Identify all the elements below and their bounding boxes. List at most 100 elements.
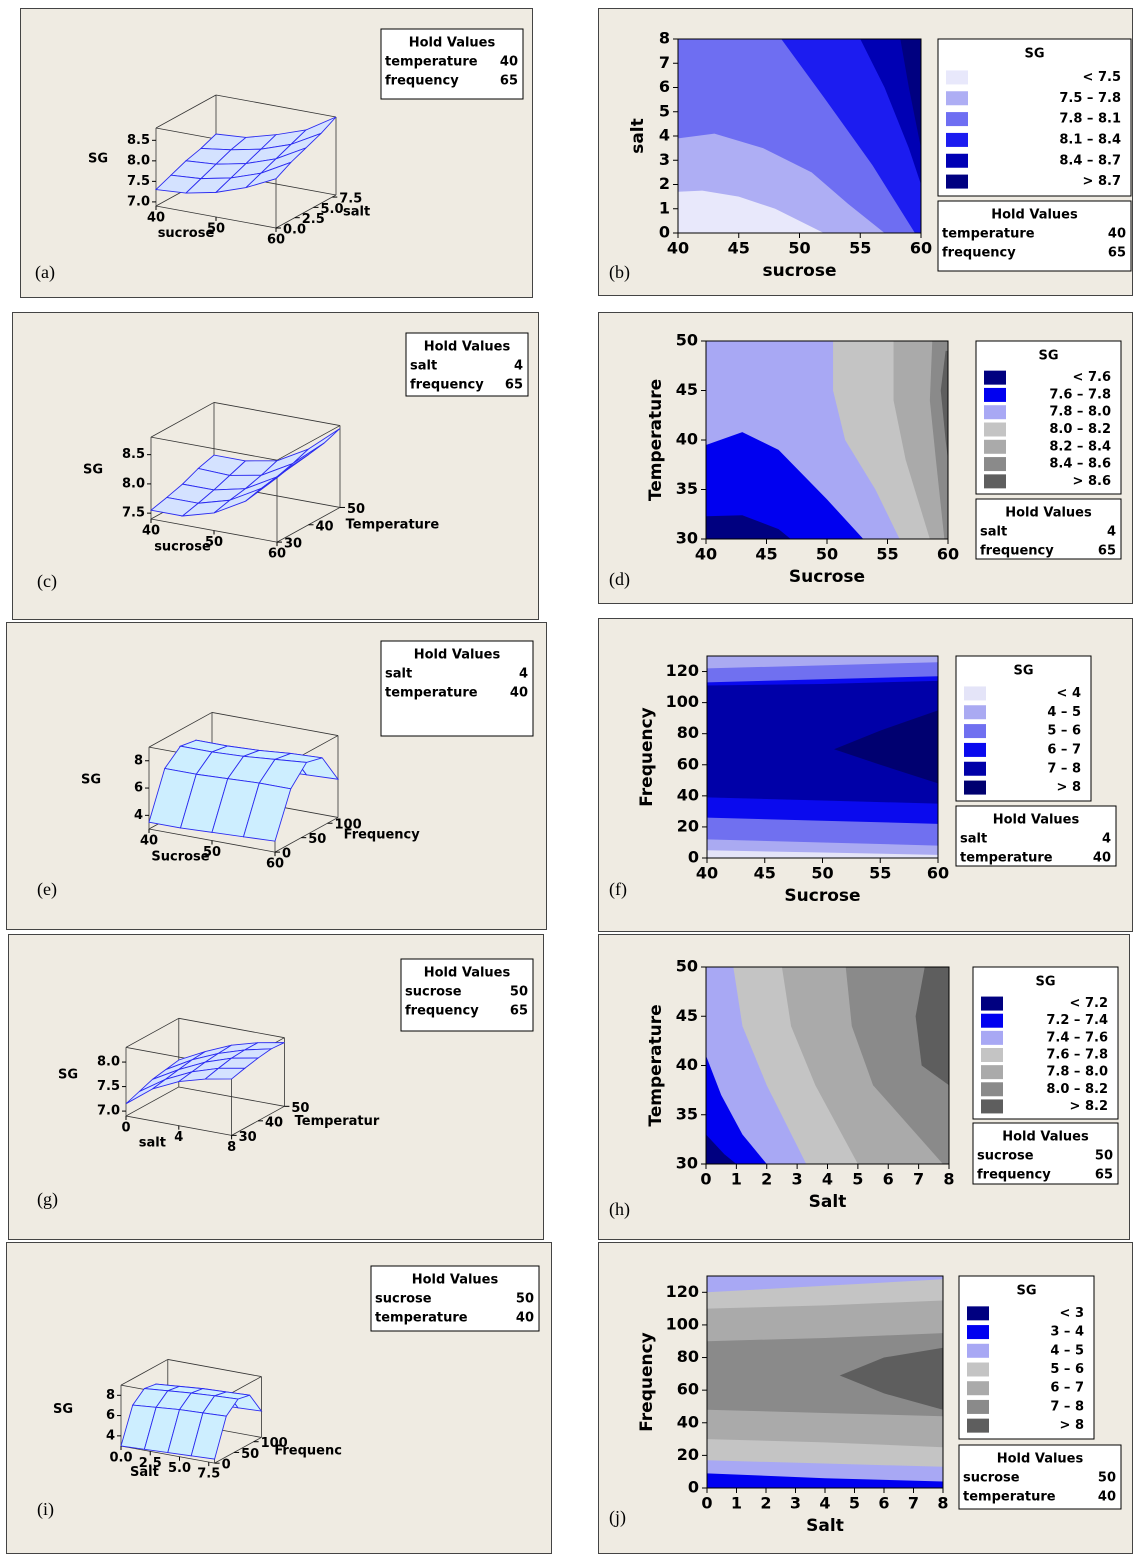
legend-label: 7.2 – 7.4 — [1046, 1013, 1108, 1028]
x-tick-label: 45 — [728, 239, 750, 258]
contour-band — [707, 1333, 943, 1417]
surface-cell — [245, 161, 292, 189]
y-tick-label: 80 — [677, 1347, 699, 1366]
y-tick-label: 2 — [659, 174, 670, 193]
hold-title: Hold Values — [997, 1452, 1084, 1467]
panel-label: (e) — [37, 879, 57, 900]
legend-swatch — [967, 1343, 989, 1358]
hold-box — [405, 332, 529, 397]
x-axis-label: sucrose — [762, 261, 836, 281]
x-tick-label: 3 — [792, 1170, 803, 1189]
x-tick-label: 4 — [819, 1494, 830, 1513]
hold-value: 40 — [510, 686, 528, 701]
y-tick-label: 40 — [677, 1412, 699, 1431]
hold-title: Hold Values — [1002, 1130, 1089, 1145]
box-edge — [275, 194, 337, 229]
z-axis-label: SG — [88, 152, 108, 167]
hold-name: temperature — [963, 1490, 1056, 1505]
x-tick-label: 7 — [908, 1494, 919, 1513]
hold-value: 65 — [505, 378, 523, 393]
panel-svg: (h)0 1 2 3 4 5 6 7 83035404550SaltTemperatureSG<… — [609, 957, 1119, 1220]
legend-label: 8.4 – 8.7 — [1059, 153, 1121, 168]
z-axis-label: SG — [81, 772, 101, 787]
legend-swatch — [981, 1013, 1003, 1028]
x-axis-label: salt — [139, 1135, 166, 1150]
hold-name: salt — [410, 359, 437, 374]
y-tick-label: 1 — [659, 198, 670, 217]
y-tick-label: 0 — [659, 223, 670, 242]
legend-swatch — [984, 439, 1006, 454]
z-tick-label: 7.5 — [97, 1079, 120, 1094]
legend-label: < 7.5 — [1083, 70, 1121, 85]
contour-band — [834, 710, 938, 784]
x-tick-label: 4 — [822, 1170, 833, 1189]
legend-swatch — [964, 686, 986, 701]
legend-swatch — [946, 153, 968, 168]
y-tick-label: 80 — [677, 723, 699, 742]
y-tick-label: 45 — [676, 380, 698, 399]
panel: (g) 7.0 7.5 8.0 0 4 8 30 40 50 SG salt Temperatur Hol… — [8, 934, 544, 1240]
hold-value: 65 — [1098, 544, 1116, 559]
y-axis-label: Frequency — [344, 828, 421, 843]
x-tick-label: 0 — [701, 1494, 712, 1513]
legend-label: > 8.7 — [1083, 174, 1121, 189]
hold-name: frequency — [942, 246, 1016, 261]
hold-title: Hold Values — [1005, 506, 1092, 521]
z-tick-label: 7.5 — [122, 506, 145, 521]
hold-title: Hold Values — [412, 1273, 499, 1288]
y-axis-label: Temperature — [646, 379, 666, 501]
legend-swatch — [964, 780, 986, 795]
contour-fills — [678, 39, 921, 233]
x-tick-label: 50 — [811, 864, 833, 883]
panel: (c) 7.5 8.0 8.5 40 50 60 30 40 50 SG sucrose Tempera… — [12, 312, 539, 620]
x-tick-label: 1 — [731, 1494, 742, 1513]
hold-value: 4 — [1102, 832, 1111, 847]
x-tick-label: 7.5 — [197, 1467, 220, 1482]
y-tick-label: 0 — [688, 848, 699, 867]
y-tick-label: 35 — [676, 479, 698, 498]
box-edge — [215, 94, 337, 118]
hold-name: frequency — [385, 74, 459, 89]
hold-value: 65 — [1108, 246, 1126, 261]
hold-value: 65 — [510, 1004, 528, 1019]
panel: (j) 0 1 2 3 4 5 6 7 8 0 20 40 60 80 100 120 Salt Frequency… — [598, 1242, 1133, 1554]
x-tick-label: 55 — [876, 545, 898, 564]
hold-value: 65 — [1095, 1168, 1113, 1183]
hold-value: 40 — [1108, 227, 1126, 242]
x-axis-label: Salt — [809, 1192, 847, 1212]
hold-name: temperature — [385, 686, 478, 701]
x-axis-label: sucrose — [158, 226, 215, 241]
legend-swatch — [984, 370, 1006, 385]
x-tick-label: 8 — [937, 1494, 948, 1513]
contour-band — [839, 1347, 943, 1410]
box-edge — [125, 1086, 179, 1117]
box-edge — [213, 402, 341, 426]
y-tick-label: 5 — [659, 101, 670, 120]
y-tick-label: 2.5 — [302, 212, 325, 227]
legend-swatch — [967, 1418, 989, 1433]
legend-label: 5 – 6 — [1047, 724, 1081, 739]
legend-title: SG — [1024, 47, 1044, 62]
legend-label: 7.5 – 7.8 — [1059, 91, 1121, 106]
x-tick-label: 50 — [207, 222, 225, 237]
z-tick-label: 8 — [106, 1388, 115, 1403]
hold-value: 50 — [1095, 1149, 1113, 1164]
hold-name: sucrose — [405, 985, 462, 1000]
surface-cell — [203, 1067, 247, 1080]
z-tick-label: 4 — [106, 1428, 115, 1443]
legend-label: > 8 — [1057, 780, 1081, 795]
legend-label: 3 – 4 — [1050, 1325, 1084, 1340]
legend-label: 7.4 – 7.6 — [1046, 1030, 1108, 1045]
y-tick-label: 50 — [676, 957, 698, 976]
y-tick-label: 5.0 — [321, 202, 344, 217]
y-axis-label: Temperature — [346, 518, 440, 533]
panel-label: (j) — [609, 1507, 626, 1528]
legend-label: > 8 — [1060, 1418, 1084, 1433]
legend-swatch — [967, 1381, 989, 1396]
contour-fills — [706, 341, 948, 539]
panel: (f) 40 45 50 55 60 0 20 40 60 80 100 120 Sucrose Frequ… — [598, 618, 1133, 932]
legend-label: 7.8 – 8.1 — [1059, 112, 1121, 127]
hold-value: 4 — [514, 359, 523, 374]
